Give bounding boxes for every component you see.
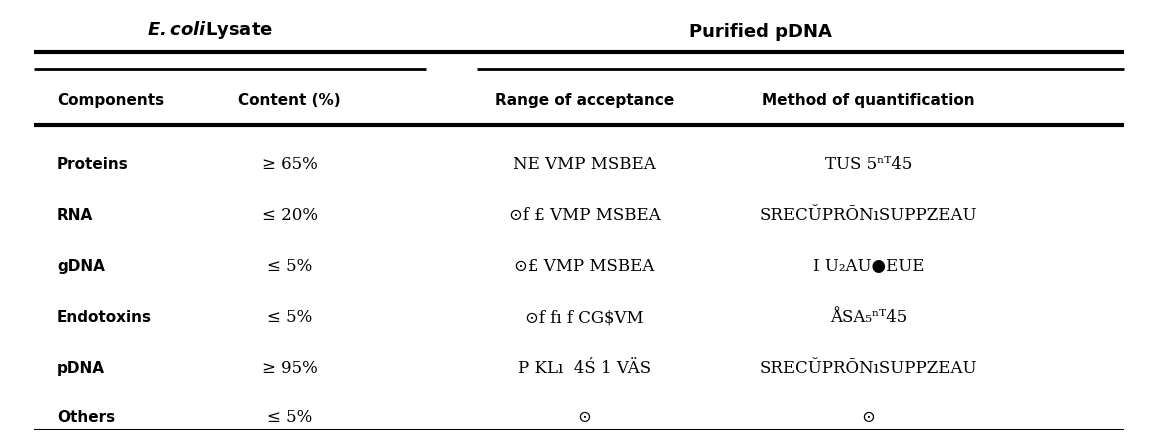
Text: TUS 5ⁿᵀ45: TUS 5ⁿᵀ45	[824, 155, 913, 172]
Text: Others: Others	[57, 409, 115, 424]
Text: Proteins: Proteins	[57, 156, 129, 171]
Text: Range of acceptance: Range of acceptance	[496, 92, 674, 108]
Text: P KLı  4Ś 1 VÄS: P KLı 4Ś 1 VÄS	[518, 359, 651, 376]
Text: SRECŬPRŌNıSUPPZEAU: SRECŬPRŌNıSUPPZEAU	[760, 359, 977, 376]
Text: gDNA: gDNA	[57, 258, 105, 273]
Text: ≥ 65%: ≥ 65%	[262, 155, 317, 172]
Text: SRECŬPRŌNıSUPPZEAU: SRECŬPRŌNıSUPPZEAU	[760, 207, 977, 224]
Text: ÅSA₅ⁿᵀ45: ÅSA₅ⁿᵀ45	[830, 309, 907, 326]
Text: ≤ 5%: ≤ 5%	[267, 257, 313, 274]
Text: pDNA: pDNA	[57, 361, 105, 375]
Text: ⊙: ⊙	[862, 408, 875, 425]
Text: ⊙: ⊙	[578, 408, 592, 425]
Text: I U₂AU●EUE: I U₂AU●EUE	[813, 257, 924, 274]
Text: ⊙£ VMP MSBEA: ⊙£ VMP MSBEA	[514, 257, 655, 274]
Text: ⊙f £ VMP MSBEA: ⊙f £ VMP MSBEA	[508, 207, 660, 224]
Text: Endotoxins: Endotoxins	[57, 309, 152, 325]
Text: $\bfit{E. coli}$$\bf{ Lysate}$: $\bfit{E. coli}$$\bf{ Lysate}$	[147, 19, 273, 40]
Text: ≥ 95%: ≥ 95%	[262, 359, 317, 376]
Text: Purified pDNA: Purified pDNA	[689, 23, 831, 40]
Text: Components: Components	[57, 92, 164, 108]
Text: ≤ 20%: ≤ 20%	[262, 207, 317, 224]
Text: ≤ 5%: ≤ 5%	[267, 309, 313, 326]
Text: Content (%): Content (%)	[239, 92, 340, 108]
Text: ⊙f fı f CG$VM: ⊙f fı f CG$VM	[526, 309, 644, 326]
Text: RNA: RNA	[57, 207, 94, 222]
Text: ≤ 5%: ≤ 5%	[267, 408, 313, 425]
Text: Method of quantification: Method of quantification	[762, 92, 975, 108]
Text: NE VMP MSBEA: NE VMP MSBEA	[513, 155, 657, 172]
